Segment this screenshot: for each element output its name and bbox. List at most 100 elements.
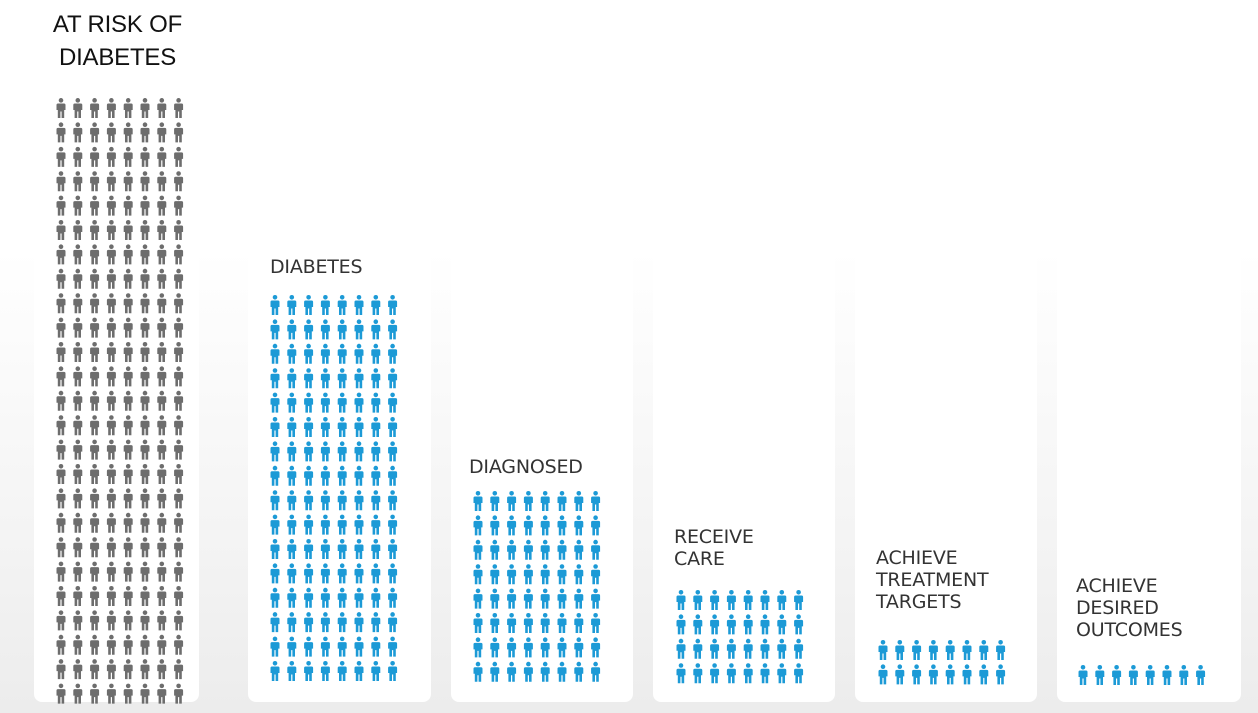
person-icon — [337, 392, 347, 413]
person-icon — [726, 614, 736, 635]
person-icon — [540, 491, 550, 511]
person-icon — [794, 614, 804, 635]
person-icon — [540, 612, 550, 633]
person-icon — [304, 587, 314, 608]
person-icon — [123, 342, 133, 363]
person-icon — [304, 295, 314, 316]
person-icon — [140, 683, 150, 704]
person-icon-grid-diagnosed — [473, 491, 601, 682]
person-icon — [540, 564, 550, 585]
person-icon — [777, 614, 787, 635]
person-icon — [270, 490, 280, 511]
person-icon — [123, 463, 133, 484]
person-icon — [287, 563, 297, 584]
person-icon — [73, 342, 83, 363]
person-icon — [56, 293, 66, 314]
person-icon — [490, 564, 500, 585]
person-icon — [304, 563, 314, 584]
person-icon — [557, 661, 567, 682]
person-icon — [140, 585, 150, 606]
person-icon — [174, 585, 184, 606]
column-panel-achieve-outcomes — [1057, 236, 1241, 702]
person-icon — [56, 366, 66, 387]
person-icon — [304, 417, 314, 437]
person-icon — [473, 491, 483, 511]
person-icon — [371, 295, 381, 316]
person-icon — [354, 636, 364, 657]
person-icon — [90, 415, 100, 436]
person-icon — [320, 417, 330, 437]
person-icon — [743, 590, 753, 610]
person-icon — [90, 122, 100, 143]
person-icon — [354, 660, 364, 681]
person-icon — [106, 634, 116, 655]
person-icon — [388, 612, 398, 633]
person-icon — [1095, 665, 1105, 685]
person-icon — [140, 463, 150, 484]
person-icon — [157, 463, 167, 484]
person-icon — [1128, 665, 1138, 685]
person-icon — [270, 319, 280, 340]
person-icon — [676, 663, 686, 684]
person-icon — [90, 220, 100, 241]
person-icon — [320, 392, 330, 413]
person-icon — [320, 343, 330, 364]
person-icon — [73, 366, 83, 387]
person-icon — [912, 664, 922, 685]
person-icon — [473, 564, 483, 585]
person-icon — [157, 366, 167, 387]
person-icon — [140, 268, 150, 289]
person-icon — [287, 392, 297, 413]
person-icon — [337, 587, 347, 608]
person-icon — [56, 512, 66, 533]
person-icon — [354, 465, 364, 486]
person-icon — [123, 610, 133, 631]
person-icon — [270, 441, 280, 462]
person-icon — [304, 612, 314, 633]
person-icon — [73, 512, 83, 533]
person-icon — [878, 640, 888, 660]
person-icon — [56, 268, 66, 289]
person-icon — [106, 366, 116, 387]
person-icon — [106, 463, 116, 484]
person-icon — [388, 636, 398, 657]
person-icon — [540, 637, 550, 658]
person-icon — [473, 539, 483, 560]
person-icon — [140, 488, 150, 509]
person-icon — [123, 317, 133, 338]
person-icon — [507, 564, 517, 585]
person-icon — [174, 366, 184, 387]
person-icon — [557, 612, 567, 633]
person-icon — [540, 588, 550, 609]
person-icon — [304, 514, 314, 535]
person-icon — [106, 585, 116, 606]
person-icon — [56, 390, 66, 411]
person-icon — [157, 317, 167, 338]
person-icon — [106, 220, 116, 241]
person-icon — [140, 610, 150, 631]
person-icon — [574, 612, 584, 633]
person-icon — [962, 664, 972, 685]
person-icon — [337, 612, 347, 633]
person-icon — [270, 368, 280, 389]
person-icon — [388, 563, 398, 584]
person-icon — [157, 439, 167, 460]
person-icon — [523, 515, 533, 536]
person-icon — [388, 490, 398, 511]
person-icon — [287, 612, 297, 633]
person-icon — [320, 538, 330, 559]
column-label-receive-care: RECEIVE CARE — [674, 526, 754, 570]
person-icon — [157, 537, 167, 558]
person-icon — [73, 415, 83, 436]
person-icon — [354, 587, 364, 608]
person-icon — [73, 390, 83, 411]
person-icon-grid-achieve-outcomes — [1078, 665, 1206, 685]
person-icon — [895, 640, 905, 660]
person-icon — [90, 585, 100, 606]
person-icon — [123, 171, 133, 192]
person-icon — [157, 342, 167, 363]
person-icon — [174, 244, 184, 265]
person-icon — [337, 490, 347, 511]
person-icon — [473, 637, 483, 658]
person-icon — [56, 146, 66, 167]
